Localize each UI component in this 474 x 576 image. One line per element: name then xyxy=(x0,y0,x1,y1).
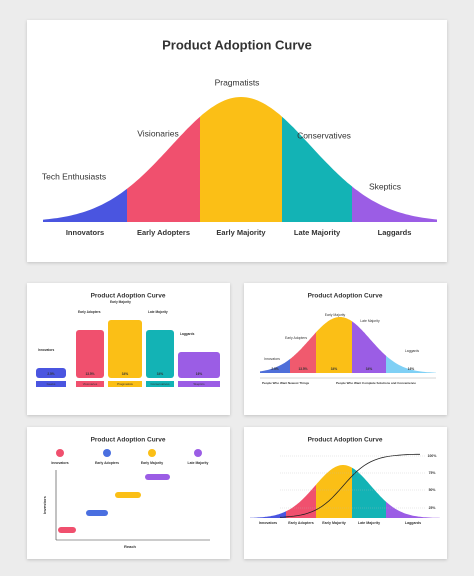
segment-label: Early Majority xyxy=(325,313,346,317)
step-pill xyxy=(115,492,141,498)
segment-label: Early Majority xyxy=(141,461,163,465)
segment-label: Late Majority xyxy=(148,310,168,314)
slide-title: Product Adoption Curve xyxy=(308,437,383,444)
curve-segment xyxy=(286,484,316,518)
slide-title: Product Adoption Curve xyxy=(308,293,383,300)
percent-label: 2.5% xyxy=(271,367,278,371)
percent-label: 34% xyxy=(122,372,129,376)
curve-segment xyxy=(316,465,352,518)
scale-label: 100% xyxy=(428,454,437,458)
curve-segment xyxy=(43,188,127,222)
group-tag xyxy=(76,381,104,387)
stage-icon xyxy=(148,449,156,457)
segment-label: Late Majority xyxy=(188,461,209,465)
step-pill xyxy=(58,527,76,533)
segment-label: Early Adopters xyxy=(78,310,101,314)
percent-label: 16% xyxy=(408,367,415,371)
column xyxy=(76,330,104,378)
group-label: Geeks xyxy=(47,382,56,386)
group-label: Conservatives xyxy=(150,382,170,386)
group-label: Skeptics xyxy=(193,382,205,386)
segment-label: Innovators xyxy=(51,461,68,465)
segment-label: Innovators xyxy=(38,348,55,352)
group-tag xyxy=(36,381,66,387)
slide-title: Product Adoption Curve xyxy=(91,437,166,444)
percent-label: 13.5% xyxy=(85,372,94,376)
percent-label: 34% xyxy=(331,367,338,371)
column xyxy=(108,320,142,378)
column xyxy=(36,368,66,378)
column xyxy=(146,330,174,378)
segment-label: Innovators xyxy=(264,357,280,361)
segment-label: Early Majority xyxy=(110,300,131,304)
segment-label: Innovators xyxy=(259,521,277,525)
column xyxy=(178,352,220,378)
curve-segment xyxy=(127,116,200,222)
group-label: Pragmatists xyxy=(117,382,133,386)
stage-label: Tech Enthusiasts xyxy=(42,171,106,181)
scale-label: 75% xyxy=(429,471,436,475)
stage-icon xyxy=(56,449,64,457)
stage-icon xyxy=(103,449,111,457)
curve-segment xyxy=(200,97,282,222)
segment-label: Laggards xyxy=(180,332,195,336)
group-tag xyxy=(146,381,174,387)
axis-label: Reach xyxy=(124,544,137,549)
curve-segment xyxy=(352,186,437,222)
slide-title: Product Adoption Curve xyxy=(91,293,166,300)
group-tag xyxy=(178,381,220,387)
segment-label: Early Majority xyxy=(322,521,346,525)
segment-label: Early Adopters xyxy=(285,336,307,340)
stage-icon xyxy=(194,449,202,457)
scale-label: 25% xyxy=(429,506,436,510)
slide-title: Product Adoption Curve xyxy=(162,37,312,52)
segment-label: Early Adopters xyxy=(95,461,119,465)
percent-label: 34% xyxy=(366,367,373,371)
s-curve xyxy=(279,453,420,518)
segment-label: Laggards xyxy=(405,349,419,353)
stage-label: Pragmatists xyxy=(215,77,260,87)
stage-label: Skeptics xyxy=(369,181,401,191)
percent-label: 13.5% xyxy=(298,367,307,371)
percent-label: 2.5% xyxy=(47,372,54,376)
percent-label: 16% xyxy=(196,372,203,376)
segment-label: Late Majority xyxy=(360,319,380,323)
segment-label: Late Majority xyxy=(294,228,341,237)
segment-label: Early Adopters xyxy=(288,521,313,525)
stage-label: Visionaries xyxy=(137,128,178,138)
group-label: Visionaries xyxy=(83,382,98,386)
curve-segment xyxy=(250,511,286,518)
curve-segment xyxy=(352,321,386,373)
curve-segment xyxy=(316,317,352,373)
segment-label: Late Majority xyxy=(358,521,380,525)
segment-label: Laggards xyxy=(405,521,421,525)
segment-label: Early Adopters xyxy=(137,228,190,237)
axis-label: Investors xyxy=(42,495,47,514)
curve-segment xyxy=(290,332,316,373)
footer-label: People Who Want Newest Things xyxy=(262,381,310,385)
footer-label: People Who Want Complete Solutions and C… xyxy=(336,381,416,385)
step-pill xyxy=(86,510,108,516)
group-tag xyxy=(108,381,142,387)
segment-label: Innovators xyxy=(66,228,104,237)
curve-segment xyxy=(386,355,436,373)
curve-segment xyxy=(260,359,290,373)
scale-label: 50% xyxy=(429,488,436,492)
percent-label: 34% xyxy=(157,372,164,376)
curve-segment xyxy=(282,116,352,222)
step-pill xyxy=(145,474,170,480)
stage-label: Conservatives xyxy=(297,130,351,140)
segment-label: Laggards xyxy=(378,228,412,237)
segment-label: Early Majority xyxy=(216,228,266,237)
curve-segment xyxy=(386,501,440,518)
curve-segment xyxy=(352,467,386,518)
